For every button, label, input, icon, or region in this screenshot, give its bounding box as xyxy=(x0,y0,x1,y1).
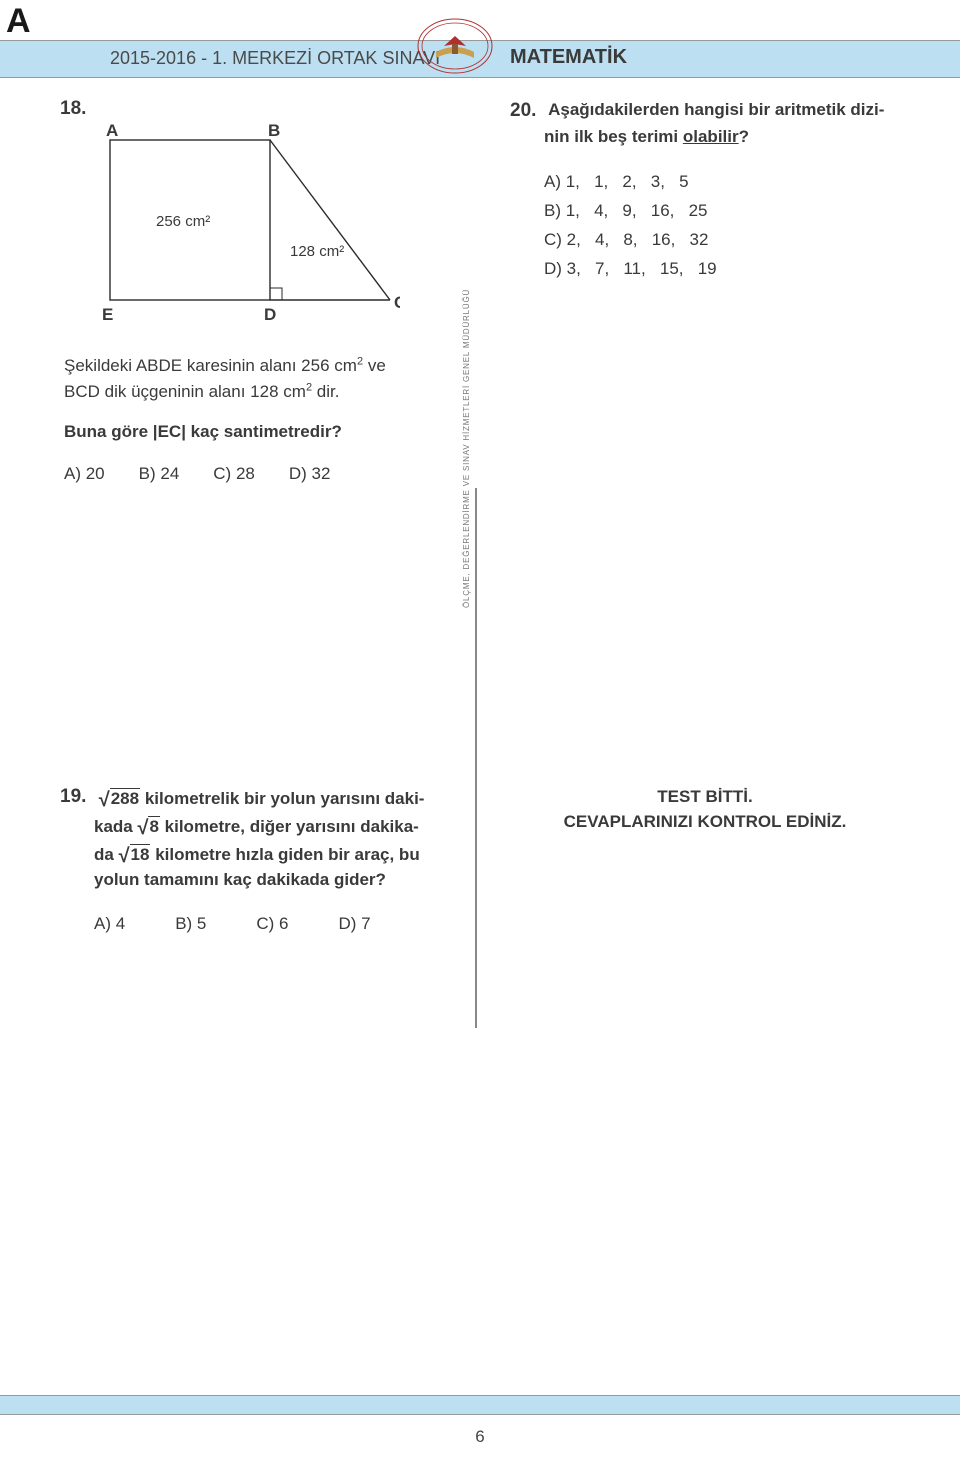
sqrt-18: √18 xyxy=(119,845,151,864)
booklet-letter: A xyxy=(6,2,31,41)
q19-t3: kilometre, diğer yarısını dakika- xyxy=(160,817,419,836)
q20-l2a: nin ilk beş terimi xyxy=(544,127,683,146)
right-column: 20. Aşağıdakilerden hangisi bir aritmeti… xyxy=(510,98,900,835)
q18-desc: Şekildeki ABDE karesinin alanı 256 cm2 v… xyxy=(64,353,440,404)
q18-sup2: 2 xyxy=(306,381,312,393)
q18-choice-b: B) 24 xyxy=(139,464,180,484)
question-20: 20. Aşağıdakilerden hangisi bir aritmeti… xyxy=(510,98,900,284)
test-end-l2: CEVAPLARINIZI KONTROL EDİNİZ. xyxy=(510,809,900,835)
q20-choice-d: D) 3, 7, 11, 15, 19 xyxy=(544,255,900,284)
test-end: TEST BİTTİ. CEVAPLARINIZI KONTROL EDİNİZ… xyxy=(510,784,900,835)
q20-choice-c: C) 2, 4, 8, 16, 32 xyxy=(544,226,900,255)
q20-number: 20. xyxy=(510,98,544,125)
q18-desc-l1b: ve xyxy=(368,356,386,375)
q18-ask: Buna göre |EC| kaç santimetredir? xyxy=(64,422,440,442)
page-number: 6 xyxy=(0,1427,960,1447)
q18-desc-l2b: dir. xyxy=(317,382,340,401)
q20-choice-a: A) 1, 1, 2, 3, 5 xyxy=(544,168,900,197)
q19-number: 19. xyxy=(60,784,94,811)
q18-unit-2: cm xyxy=(283,382,306,401)
q19-t6: yolun tamamını kaç dakikada gider? xyxy=(94,870,386,889)
q18-choice-d: D) 32 xyxy=(289,464,331,484)
q20-underlined: olabilir xyxy=(683,127,739,146)
ministry-emblem xyxy=(416,18,494,74)
q19-choice-b: B) 5 xyxy=(175,914,206,934)
q20-choices: A) 1, 1, 2, 3, 5 B) 1, 4, 9, 16, 25 C) 2… xyxy=(544,168,900,284)
question-18: 18. A B C D E 256 cm² 128 cm² Şekildek xyxy=(60,98,440,484)
q19-choices: A) 4 B) 5 C) 6 D) 7 xyxy=(94,914,440,934)
subject-title: MATEMATİK xyxy=(510,46,627,69)
q19-t4: da xyxy=(94,845,119,864)
q18-choices: A) 20 B) 24 C) 28 D) 32 xyxy=(64,464,440,484)
exam-title: 2015-2016 - 1. MERKEZİ ORTAK SINAVI xyxy=(110,48,440,69)
svg-text:128 cm²: 128 cm² xyxy=(290,243,344,260)
q19-t2: kada xyxy=(94,817,137,836)
q19-choice-a: A) 4 xyxy=(94,914,125,934)
svg-text:A: A xyxy=(106,121,118,140)
q18-ask-post: kaç santimetredir? xyxy=(186,422,342,441)
svg-text:E: E xyxy=(102,305,113,324)
divider-label: ÖLÇME, DEĞERLENDİRME VE SINAV HİZMETLERİ… xyxy=(462,289,471,608)
q18-choice-c: C) 28 xyxy=(213,464,255,484)
sqrt-8: √8 xyxy=(137,817,159,836)
q20-l1: Aşağıdakilerden hangisi bir aritmetik di… xyxy=(548,100,884,119)
column-divider xyxy=(475,488,477,1028)
q18-desc-l2a: BCD dik üçgeninin alanı 128 xyxy=(64,382,279,401)
test-end-l1: TEST BİTTİ. xyxy=(510,784,900,810)
svg-text:B: B xyxy=(268,121,280,140)
q18-desc-l1a: Şekildeki ABDE karesinin alanı 256 xyxy=(64,356,330,375)
question-19: 19. √288 kilometrelik bir yolun yarısını… xyxy=(60,784,440,934)
q18-ask-ec: EC xyxy=(158,422,182,441)
svg-text:C: C xyxy=(394,293,400,312)
sqrt-288: √288 xyxy=(99,789,140,808)
footer-band xyxy=(0,1395,960,1415)
q18-sup1: 2 xyxy=(357,355,363,367)
left-column: 18. A B C D E 256 cm² 128 cm² Şekildek xyxy=(60,98,440,934)
svg-text:256 cm²: 256 cm² xyxy=(156,213,210,230)
q18-choice-a: A) 20 xyxy=(64,464,105,484)
q18-number: 18. xyxy=(60,98,94,120)
q18-figure: A B C D E 256 cm² 128 cm² xyxy=(100,120,440,335)
q20-choice-b: B) 1, 4, 9, 16, 25 xyxy=(544,197,900,226)
q18-unit-1: cm xyxy=(334,356,357,375)
content-area: 18. A B C D E 256 cm² 128 cm² Şekildek xyxy=(60,98,900,1395)
q19-choice-d: D) 7 xyxy=(339,914,371,934)
q19-choice-c: C) 6 xyxy=(256,914,288,934)
svg-text:D: D xyxy=(264,305,276,324)
q19-t5: kilometre hızla giden bir araç, bu xyxy=(150,845,419,864)
q19-t1: kilometrelik bir yolun yarısını daki- xyxy=(140,789,424,808)
q18-ask-pre: Buna göre xyxy=(64,422,153,441)
q20-l2b: ? xyxy=(739,127,749,146)
